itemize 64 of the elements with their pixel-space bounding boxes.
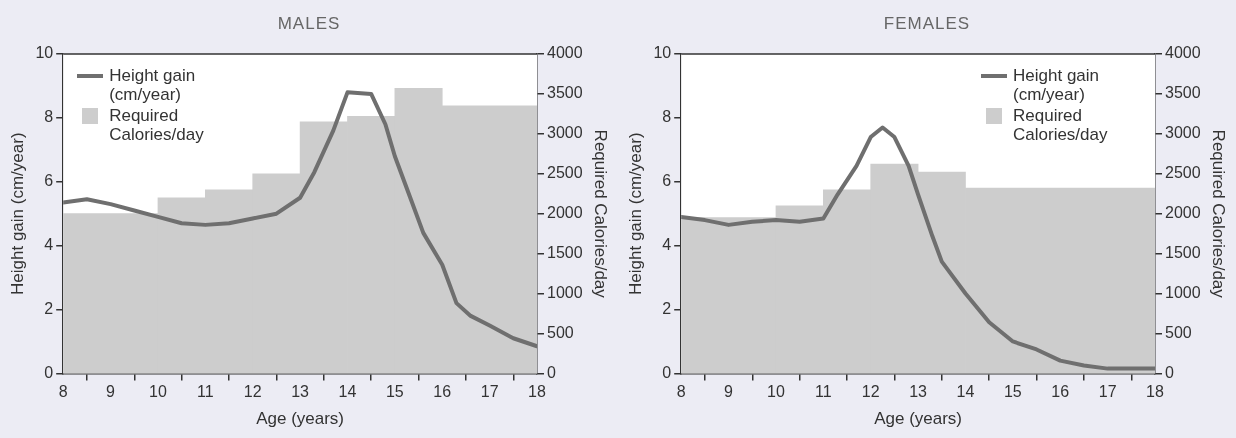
y-tick-label: 2	[44, 299, 54, 317]
legend-label: Height gain (cm/year)	[1013, 66, 1101, 104]
x-tick-label: 9	[724, 383, 734, 401]
y2-tick-label: 2500	[1165, 164, 1201, 182]
chart-title: MALES	[276, 14, 342, 34]
y-axis-title: Height gain (cm/year)	[625, 132, 645, 295]
y2-tick-label: 1000	[1165, 283, 1201, 301]
y-tick-label: 10	[653, 44, 672, 62]
y2-tick-label: 0	[1165, 363, 1175, 381]
y2-tick-label: 4000	[1165, 44, 1201, 62]
x-tick-label: 18	[528, 383, 547, 401]
y-tick-label: 8	[662, 108, 672, 126]
y2-tick-label: 0	[547, 363, 557, 381]
x-tick-label: 12	[243, 383, 262, 401]
x-tick-label: 17	[480, 383, 499, 401]
y2-tick-label: 4000	[547, 44, 583, 62]
x-tick-label: 13	[909, 383, 928, 401]
y2-tick-label: 1000	[547, 283, 583, 301]
y2-tick-label: 3500	[1165, 84, 1201, 102]
y-tick-label: 8	[44, 108, 54, 126]
x-tick-label: 8	[58, 383, 68, 401]
y2-axis-title: Required Calories/day	[591, 129, 611, 299]
x-tick-label: 16	[433, 383, 452, 401]
y-tick-label: 6	[662, 172, 672, 190]
x-tick-label: 17	[1098, 383, 1117, 401]
x-tick-label: 8	[676, 383, 686, 401]
y2-tick-label: 1500	[547, 244, 583, 262]
y2-tick-label: 500	[547, 323, 574, 341]
x-tick-label: 15	[385, 383, 404, 401]
x-axis-title: Age (years)	[874, 409, 963, 429]
x-tick-label: 9	[106, 383, 116, 401]
y-tick-label: 4	[662, 236, 672, 254]
x-tick-label: 18	[1146, 383, 1165, 401]
legend-label: Height gain (cm/year)	[109, 66, 197, 104]
x-tick-label: 10	[149, 383, 167, 401]
x-tick-label: 13	[291, 383, 310, 401]
x-tick-label: 14	[956, 383, 975, 401]
y2-tick-label: 2000	[1165, 204, 1201, 222]
y2-tick-label: 2500	[547, 164, 583, 182]
y2-tick-label: 2000	[547, 204, 583, 222]
y-tick-label: 4	[44, 236, 54, 254]
y2-tick-label: 3500	[547, 84, 583, 102]
y2-tick-label: 3000	[547, 124, 583, 142]
legend-label: Required Calories/day	[1013, 106, 1109, 144]
y-axis-title: Height gain (cm/year)	[7, 132, 27, 295]
x-tick-label: 14	[338, 383, 357, 401]
y2-tick-label: 500	[1165, 323, 1192, 341]
x-tick-label: 15	[1003, 383, 1022, 401]
y2-tick-label: 3000	[1165, 124, 1201, 142]
x-axis-title: Age (years)	[256, 409, 345, 429]
y-tick-label: 0	[662, 363, 672, 381]
legend-label: Required Calories/day	[109, 106, 205, 144]
x-tick-label: 16	[1051, 383, 1070, 401]
y-tick-label: 10	[35, 44, 54, 62]
x-tick-label: 11	[815, 383, 832, 401]
y-tick-label: 0	[44, 363, 54, 381]
x-tick-label: 11	[197, 383, 214, 401]
y2-tick-label: 1500	[1165, 244, 1201, 262]
y2-axis-title: Required Calories/day	[1209, 129, 1229, 299]
x-tick-label: 10	[767, 383, 785, 401]
y-tick-label: 2	[662, 299, 672, 317]
y-tick-label: 6	[44, 172, 54, 190]
chart-title: FEMALES	[882, 14, 972, 34]
x-tick-label: 12	[861, 383, 880, 401]
